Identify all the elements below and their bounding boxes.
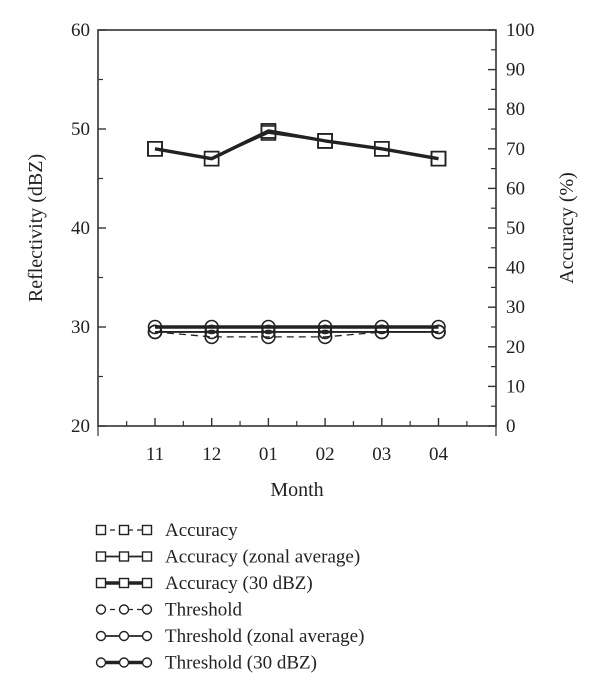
series-6 bbox=[147, 319, 446, 335]
legend-item: Accuracy (zonal average) bbox=[95, 547, 360, 568]
data-point bbox=[317, 319, 333, 335]
data-point bbox=[374, 319, 390, 335]
data-point bbox=[147, 319, 163, 335]
data-point bbox=[261, 329, 276, 345]
left-tick-label: 60 bbox=[71, 20, 90, 41]
legend-label: Threshold (zonal average) bbox=[165, 626, 364, 647]
x-tick-label: 03 bbox=[372, 444, 391, 465]
data-point bbox=[317, 133, 333, 149]
left-tick-label: 20 bbox=[71, 416, 90, 437]
legend: Accuracy Accuracy (zonal average) Accuracy… bbox=[95, 520, 364, 674]
left-tick-label: 50 bbox=[71, 119, 90, 140]
series-line bbox=[154, 129, 439, 161]
series-2 bbox=[147, 125, 447, 167]
legend-item: Accuracy bbox=[95, 520, 238, 541]
data-point bbox=[431, 319, 446, 335]
legend-marker bbox=[141, 551, 153, 562]
legend-label: Threshold (30 dBZ) bbox=[165, 653, 317, 674]
data-point bbox=[373, 141, 390, 157]
legend-marker bbox=[95, 604, 107, 615]
right-tick-label: 0 bbox=[506, 416, 516, 437]
legend-item: Threshold (30 dBZ) bbox=[95, 653, 317, 674]
right-tick-label: 80 bbox=[506, 99, 525, 120]
legend-marker bbox=[141, 524, 153, 536]
data-point bbox=[203, 150, 220, 167]
right-tick-label: 20 bbox=[506, 337, 525, 358]
right-tick-label: 50 bbox=[506, 218, 525, 239]
left-tick-label: 40 bbox=[71, 218, 90, 239]
legend-label: Accuracy bbox=[165, 520, 238, 541]
left-y-axis: 20 30 40 50 60 bbox=[71, 20, 106, 437]
data-point bbox=[317, 329, 333, 345]
legend-marker bbox=[118, 524, 130, 536]
legend-marker bbox=[118, 657, 130, 668]
legend-marker bbox=[95, 577, 107, 589]
x-axis-title: Month bbox=[270, 479, 323, 501]
series-layer bbox=[147, 123, 447, 345]
right-tick-label: 100 bbox=[506, 20, 535, 41]
right-y-axis: 0 10 20 30 40 50 60 70 80 90 100 bbox=[488, 20, 535, 437]
left-tick-label: 30 bbox=[71, 317, 90, 338]
plot-area bbox=[97, 29, 497, 427]
legend-marker bbox=[95, 551, 107, 562]
data-point bbox=[261, 319, 276, 335]
legend-marker bbox=[118, 630, 130, 642]
legend-marker bbox=[141, 604, 153, 615]
right-tick-label: 70 bbox=[506, 139, 525, 160]
legend-marker bbox=[118, 604, 130, 615]
legend-item: Accuracy (30 dBZ) bbox=[95, 573, 313, 594]
data-point bbox=[260, 123, 277, 139]
right-tick-label: 10 bbox=[506, 376, 525, 397]
plot-frame bbox=[97, 29, 497, 427]
right-tick-label: 90 bbox=[506, 60, 525, 81]
data-point bbox=[430, 150, 447, 167]
legend-marker bbox=[95, 630, 107, 642]
right-tick-label: 60 bbox=[506, 178, 525, 199]
right-tick-label: 40 bbox=[506, 258, 525, 279]
legend-marker bbox=[118, 577, 130, 589]
data-point bbox=[204, 329, 219, 345]
x-axis: 11 12 01 02 03 04 bbox=[97, 418, 497, 465]
legend-marker bbox=[118, 551, 130, 562]
x-tick-label: 04 bbox=[429, 444, 449, 465]
legend-marker bbox=[95, 657, 107, 668]
legend-marker bbox=[141, 657, 153, 668]
legend-marker bbox=[141, 577, 153, 589]
x-tick-label: 12 bbox=[202, 444, 221, 465]
x-tick-label: 02 bbox=[316, 444, 335, 465]
series-1 bbox=[147, 123, 447, 167]
x-tick-label: 01 bbox=[259, 444, 278, 465]
legend-item: Threshold bbox=[95, 600, 243, 621]
series-3 bbox=[147, 123, 447, 167]
left-axis-title: Reflectivity (dBZ) bbox=[25, 154, 47, 302]
legend-item: Threshold (zonal average) bbox=[95, 626, 364, 647]
right-axis-title: Accuracy (%) bbox=[556, 172, 578, 284]
legend-label: Accuracy (30 dBZ) bbox=[165, 573, 313, 594]
legend-marker bbox=[95, 524, 107, 536]
data-point bbox=[204, 319, 219, 335]
legend-marker bbox=[141, 630, 153, 642]
x-tick-label: 11 bbox=[146, 444, 164, 465]
data-point bbox=[147, 141, 163, 157]
right-tick-label: 30 bbox=[506, 297, 525, 318]
legend-label: Accuracy (zonal average) bbox=[165, 547, 360, 568]
legend-label: Threshold bbox=[165, 600, 243, 621]
